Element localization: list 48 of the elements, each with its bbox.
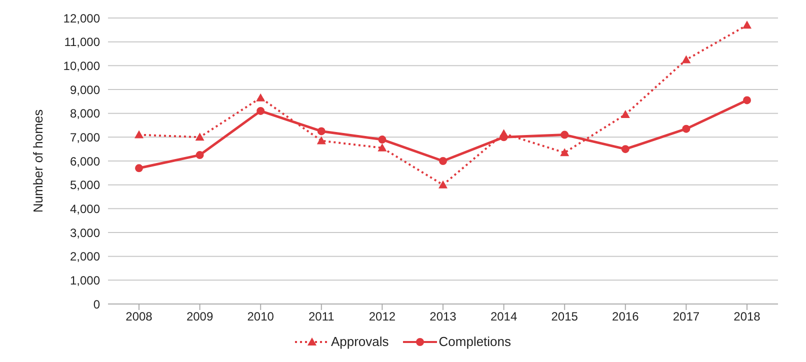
point xyxy=(317,127,326,136)
y-tick-label: 4,000 xyxy=(70,202,100,216)
x-tick-label: 2011 xyxy=(308,310,335,324)
y-tick-label: 9,000 xyxy=(70,82,100,97)
point xyxy=(621,145,630,154)
point xyxy=(682,124,690,133)
point xyxy=(439,157,447,165)
point xyxy=(438,180,448,188)
x-tick-label: 2014 xyxy=(490,310,518,324)
y-tick-label: 6,000 xyxy=(70,154,100,168)
point xyxy=(134,130,144,138)
x-tick-label: 2017 xyxy=(672,310,700,324)
x-tick-label: 2009 xyxy=(186,310,214,324)
y-tick-label: 1,000 xyxy=(70,273,100,288)
point xyxy=(742,20,752,29)
legend-label: Approvals xyxy=(330,334,389,349)
y-tick-label: 3,000 xyxy=(70,226,100,240)
y-tick-label: 5,000 xyxy=(70,178,100,192)
x-tick-label: 2016 xyxy=(612,310,640,324)
point xyxy=(195,132,204,141)
y-tick-label: 10,000 xyxy=(63,58,100,73)
x-tick-label: 2018 xyxy=(734,310,761,324)
point xyxy=(135,164,143,172)
point xyxy=(620,110,630,118)
legend-label: Completions xyxy=(438,334,512,349)
point xyxy=(743,96,751,104)
point xyxy=(256,106,265,115)
y-tick-label: 2,000 xyxy=(70,250,100,264)
y-tick-label: 7,000 xyxy=(70,130,100,144)
x-tick-label: 2012 xyxy=(368,310,396,324)
point xyxy=(196,151,204,160)
y-tick-label: 12,000 xyxy=(63,11,100,26)
point xyxy=(378,143,387,152)
y-tick-label: 8,000 xyxy=(70,106,100,121)
x-tick-label: 2015 xyxy=(551,310,578,324)
point xyxy=(256,93,266,102)
x-tick-label: 2008 xyxy=(126,310,153,324)
y-tick-label: 0 xyxy=(93,297,100,312)
x-tick-label: 2013 xyxy=(430,310,457,324)
y-tick-label: 11,000 xyxy=(64,35,100,50)
point xyxy=(316,136,326,144)
point xyxy=(378,136,386,144)
y-axis-title: Number of homes xyxy=(30,108,46,213)
point xyxy=(499,129,508,138)
x-tick-label: 2010 xyxy=(247,310,274,324)
point xyxy=(560,130,569,139)
point xyxy=(560,148,570,156)
point xyxy=(682,55,691,64)
